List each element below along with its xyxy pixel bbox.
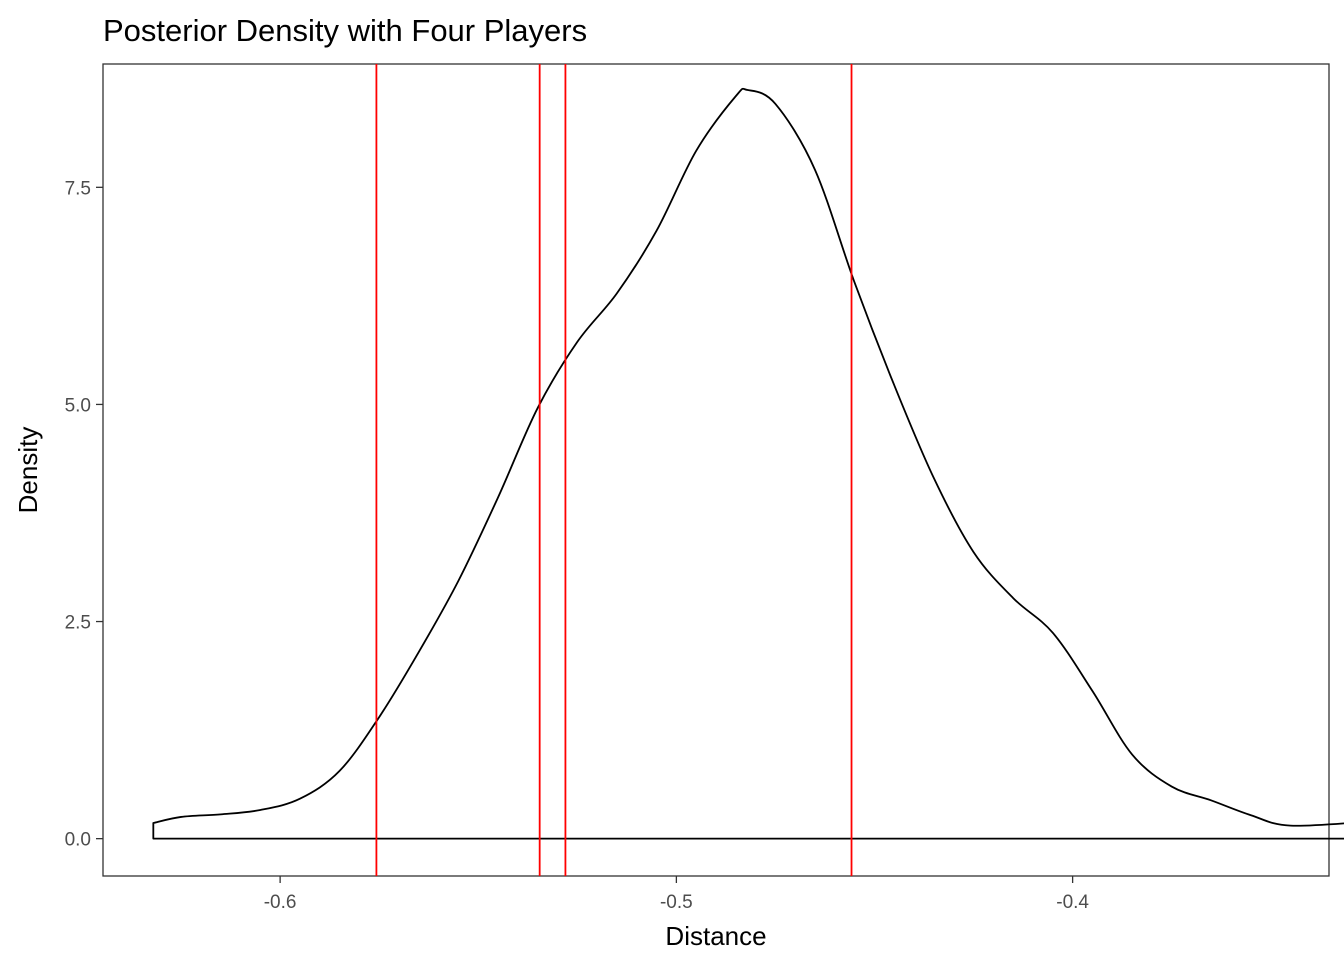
x-tick-label: -0.5 — [660, 892, 693, 913]
y-axis-label: Density — [13, 427, 43, 514]
x-tick-label: -0.6 — [264, 892, 297, 913]
y-tick-label: 7.5 — [65, 178, 91, 199]
chart-title: Posterior Density with Four Players — [103, 13, 587, 48]
density-curve — [152, 87, 1344, 840]
y-tick-label: 5.0 — [65, 395, 91, 416]
x-tick-label: -0.4 — [1056, 892, 1089, 913]
vertical-lines — [375, 64, 853, 876]
x-axis-label: Distance — [665, 921, 766, 951]
y-tick-label: 0.0 — [65, 830, 91, 851]
y-axis-ticks: 0.0 2.5 5.0 7.5 — [65, 178, 103, 851]
x-axis-ticks: -0.6 -0.5 -0.4 — [264, 876, 1089, 913]
y-tick-label: 2.5 — [65, 613, 91, 634]
plot-panel — [102, 63, 1330, 877]
